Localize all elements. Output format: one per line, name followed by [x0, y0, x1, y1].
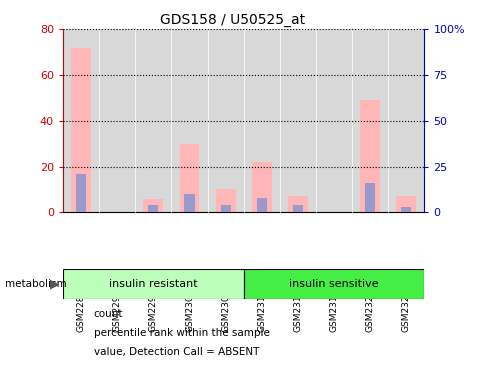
Bar: [207, 29, 243, 212]
Bar: [279, 29, 315, 212]
Bar: [179, 144, 199, 212]
Bar: [256, 198, 266, 212]
Text: metabolism: metabolism: [5, 279, 66, 289]
Bar: [71, 48, 91, 212]
Bar: [387, 29, 424, 212]
Bar: [148, 205, 158, 212]
Bar: [360, 100, 379, 212]
Text: ▶: ▶: [49, 277, 59, 291]
Bar: [351, 29, 387, 212]
Bar: [395, 196, 415, 212]
Bar: [63, 29, 99, 212]
Bar: [184, 194, 194, 212]
Bar: [243, 29, 279, 212]
Bar: [287, 196, 307, 212]
Bar: [400, 207, 410, 212]
Bar: [99, 29, 135, 212]
Bar: [76, 174, 86, 212]
Bar: [364, 183, 375, 212]
Text: value, Detection Call = ABSENT: value, Detection Call = ABSENT: [93, 347, 258, 357]
Text: percentile rank within the sample: percentile rank within the sample: [93, 328, 269, 338]
Bar: [215, 190, 235, 212]
Text: count: count: [93, 309, 123, 319]
Bar: [251, 162, 271, 212]
Bar: [315, 29, 351, 212]
Bar: [143, 198, 163, 212]
Bar: [243, 269, 424, 299]
Bar: [63, 269, 243, 299]
Bar: [135, 29, 171, 212]
Text: insulin resistant: insulin resistant: [109, 279, 197, 289]
Text: GDS158 / U50525_at: GDS158 / U50525_at: [160, 13, 305, 27]
Text: insulin sensitive: insulin sensitive: [288, 279, 378, 289]
Bar: [220, 205, 230, 212]
Bar: [292, 205, 302, 212]
Bar: [171, 29, 207, 212]
